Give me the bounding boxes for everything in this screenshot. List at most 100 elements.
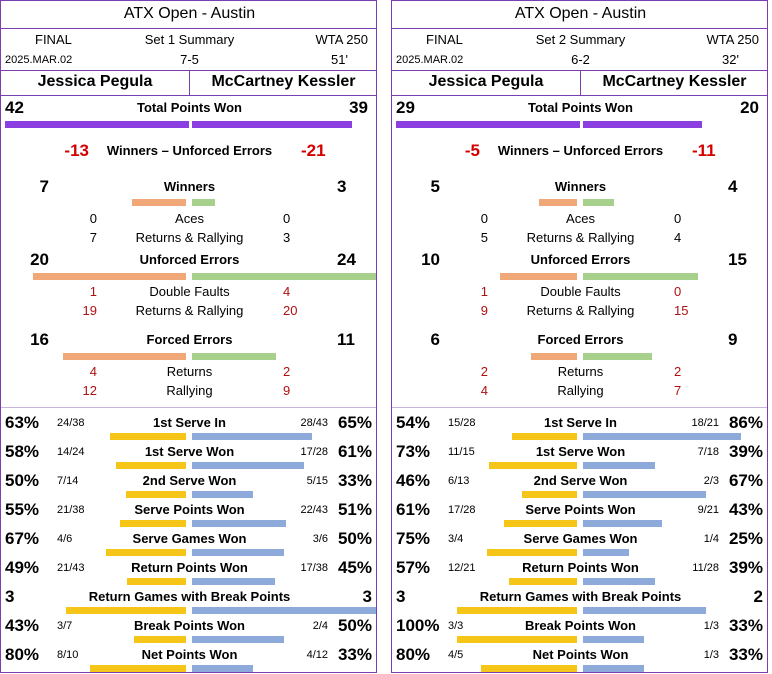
2nd-serve-won-p2-pct: 33%: [337, 471, 372, 490]
winners-label: Winners: [163, 179, 216, 194]
set-1-summary-panel: ATX Open - Austin FINAL Set 1 Summary WTA 2…: [0, 0, 377, 673]
forced-sub-label: Returns: [557, 364, 604, 379]
return-points-won-bar-p1: [127, 578, 186, 585]
names-bottom-divider: [392, 95, 767, 96]
player2-name: McCartney Kessler: [211, 73, 356, 90]
names-top-divider: [392, 70, 767, 71]
serve-games-won-p1-frac: 3/4: [448, 533, 464, 545]
return-games-with-break-points-label: Return Games with Break Points: [88, 589, 291, 604]
2nd-serve-won-p1-pct: 46%: [396, 471, 431, 490]
unforced-sub-p1: 19: [82, 303, 97, 318]
total-points-label: Total Points Won: [528, 100, 633, 115]
set-score: 6-2: [571, 52, 590, 67]
winners-p1: 5: [430, 177, 440, 196]
header-divider: [392, 28, 767, 29]
serve-points-won-p1-pct: 55%: [5, 500, 40, 519]
winners-bar-p1: [132, 199, 186, 206]
1st-serve-won-p2-frac: 7/18: [697, 446, 719, 458]
return-games-with-break-points-bar-p2: [192, 607, 376, 614]
names-top-divider: [1, 70, 376, 71]
net-points-won-bar-p1: [481, 665, 577, 672]
return-games-with-break-points-p2-pct: 3: [362, 587, 372, 606]
unforced-p2: 24: [337, 250, 356, 269]
forced-label: Forced Errors: [146, 332, 233, 347]
winners-sub-p1: 7: [89, 230, 97, 245]
unforced-sub-p2: 0: [674, 284, 682, 299]
serve-games-won-p2-pct: 50%: [337, 529, 372, 548]
total-points-p1: 29: [396, 98, 415, 117]
unforced-sub-p1: 1: [480, 284, 488, 299]
winners-sub-label: Returns & Rallying: [526, 230, 635, 245]
unforced-p1: 10: [421, 250, 440, 269]
unforced-p2: 15: [728, 250, 747, 269]
unforced-bar-p1: [500, 273, 577, 280]
2nd-serve-won-label: 2nd Serve Won: [533, 473, 628, 488]
break-points-won-p2-pct: 50%: [337, 616, 372, 635]
1st-serve-won-p2-frac: 17/28: [300, 446, 328, 458]
winners-sub-label: Returns & Rallying: [135, 230, 244, 245]
2nd-serve-won-bar-p2: [192, 491, 253, 498]
return-points-won-bar-p1: [508, 578, 577, 585]
return-games-with-break-points-bar-p1: [457, 607, 577, 614]
return-games-with-break-points-bar-p2: [583, 607, 707, 614]
1st-serve-won-bar-p1: [489, 462, 577, 469]
unforced-bar-p1: [32, 273, 186, 280]
1st-serve-in-p1-pct: 54%: [396, 413, 431, 432]
total-points-bar-p1: [396, 121, 580, 128]
1st-serve-in-bar-p1: [110, 433, 186, 440]
serve-games-won-p2-pct: 25%: [728, 529, 763, 548]
1st-serve-in-bar-p2: [583, 433, 742, 440]
forced-sub-p2: 2: [674, 364, 682, 379]
serve-points-won-p1-pct: 61%: [396, 500, 431, 519]
header-divider: [1, 28, 376, 29]
serve-games-won-label: Serve Games Won: [523, 531, 638, 546]
return-points-won-bar-p2: [192, 578, 275, 585]
forced-sub-p1: 4: [89, 364, 97, 379]
1st-serve-in-p2-frac: 28/43: [300, 417, 328, 429]
wue-label: Winners – Unforced Errors: [106, 143, 273, 158]
set-score: 7-5: [180, 52, 199, 67]
return-games-with-break-points-bar-p1: [66, 607, 186, 614]
forced-sub-p1: 2: [480, 364, 488, 379]
wue-p1: -13: [64, 141, 89, 160]
forced-bar-p2: [192, 353, 277, 360]
serve-games-won-bar-p1: [487, 549, 577, 556]
return-points-won-p2-frac: 11/28: [692, 562, 719, 574]
net-points-won-p1-frac: 4/5: [448, 649, 464, 661]
1st-serve-in-p1-pct: 63%: [5, 413, 40, 432]
winners-p2: 4: [728, 177, 738, 196]
stats-divider: [392, 407, 767, 408]
return-points-won-bar-p2: [583, 578, 655, 585]
2nd-serve-won-bar-p1: [126, 491, 186, 498]
forced-bar-p2: [583, 353, 652, 360]
unforced-sub-label: Returns & Rallying: [135, 303, 244, 318]
1st-serve-in-p1-frac: 24/38: [57, 417, 85, 429]
serve-games-won-p1-frac: 4/6: [57, 533, 73, 545]
1st-serve-won-bar-p1: [116, 462, 186, 469]
total-points-p2: 20: [740, 98, 759, 117]
serve-points-won-bar-p1: [503, 520, 577, 527]
unforced-bar-p2: [192, 273, 376, 280]
net-points-won-p2-frac: 4/12: [306, 649, 328, 661]
break-points-won-p2-pct: 33%: [728, 616, 763, 635]
1st-serve-won-p1-frac: 14/24: [57, 446, 85, 458]
unforced-p1: 20: [30, 250, 49, 269]
1st-serve-won-p2-pct: 61%: [337, 442, 372, 461]
forced-sub-p2: 9: [283, 383, 291, 398]
stats-divider: [1, 407, 376, 408]
serve-games-won-p2-frac: 3/6: [312, 533, 328, 545]
break-points-won-bar-p2: [583, 636, 644, 643]
set-summary-label: Set 2 Summary: [535, 32, 626, 47]
break-points-won-p1-pct: 100%: [396, 616, 440, 635]
1st-serve-in-bar-p2: [192, 433, 312, 440]
player1-name: Jessica Pegula: [428, 73, 544, 90]
net-points-won-bar-p2: [583, 665, 644, 672]
set-2-summary-panel: ATX Open - Austin FINAL Set 2 Summary WTA 2…: [391, 0, 768, 673]
1st-serve-in-label: 1st Serve In: [153, 415, 226, 430]
wue-label: Winners – Unforced Errors: [497, 143, 664, 158]
winners-bar-p1: [538, 199, 577, 206]
return-points-won-p2-frac: 17/38: [300, 562, 328, 574]
serve-games-won-p1-pct: 75%: [396, 529, 431, 548]
unforced-bar-p2: [583, 273, 698, 280]
category-label: WTA 250: [315, 32, 368, 47]
